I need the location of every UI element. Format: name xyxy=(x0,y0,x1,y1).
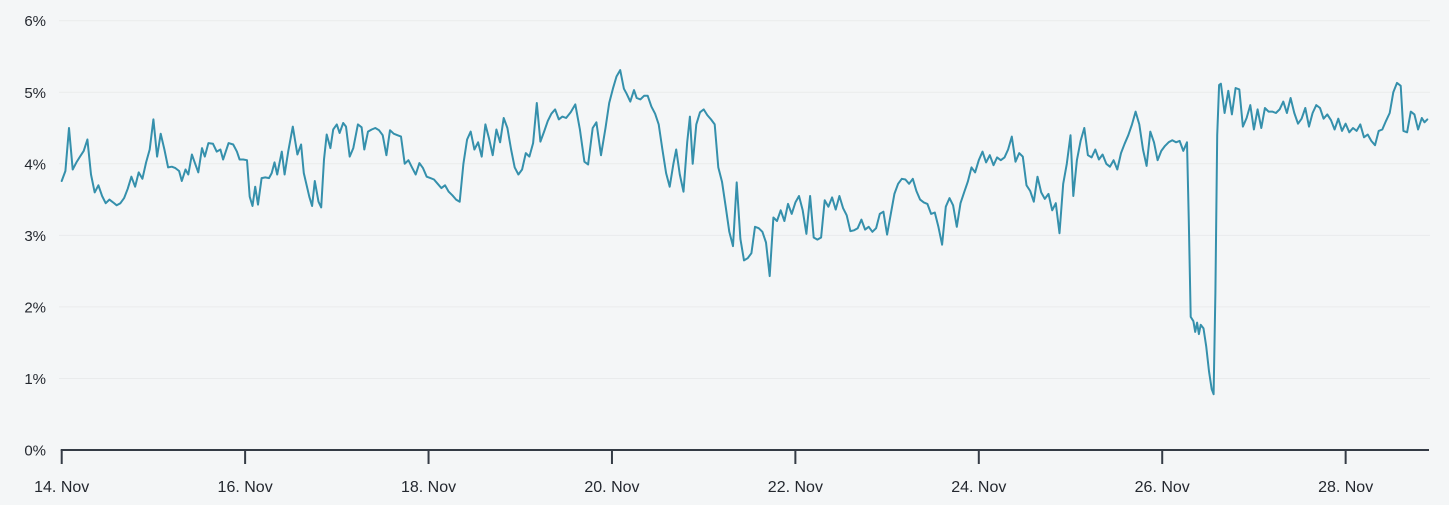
series-line xyxy=(60,69,1429,396)
y-axis-label: 6% xyxy=(24,13,46,30)
x-axis-label: 16. Nov xyxy=(218,479,273,496)
y-axis-label: 3% xyxy=(24,228,46,245)
x-axis-label: 18. Nov xyxy=(401,479,456,496)
x-axis-label: 14. Nov xyxy=(34,479,89,496)
y-axis-label: 4% xyxy=(24,156,46,173)
x-axis-label: 26. Nov xyxy=(1135,479,1190,496)
y-axis-label: 1% xyxy=(24,371,46,388)
x-axis-label: 22. Nov xyxy=(768,479,823,496)
x-axis-label: 28. Nov xyxy=(1318,479,1373,496)
y-axis-label: 0% xyxy=(24,443,46,460)
x-axis-label: 24. Nov xyxy=(951,479,1006,496)
y-axis-label: 2% xyxy=(24,299,46,316)
x-axis-label: 20. Nov xyxy=(584,479,639,496)
y-axis-label: 5% xyxy=(24,85,46,102)
